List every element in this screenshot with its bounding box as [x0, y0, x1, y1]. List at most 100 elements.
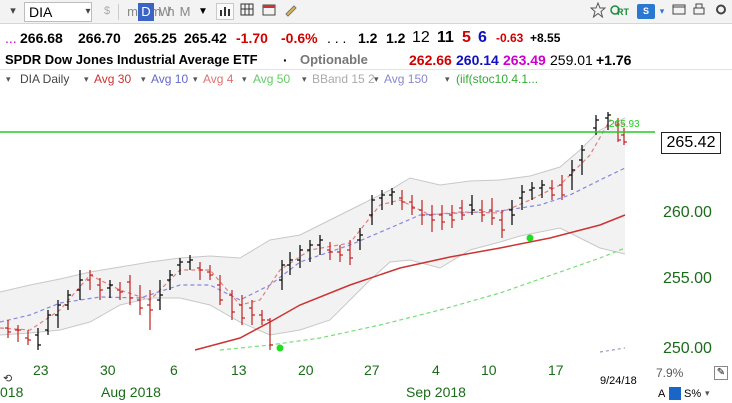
ohlc-bar: [297, 245, 303, 268]
legend-dropdown-icon[interactable]: ▾: [302, 74, 307, 84]
toolbar: ▾ DIA ▾ $ m 5m h D W M ▼ RT S ▾: [0, 0, 732, 24]
ohlc-bar: [65, 290, 71, 310]
ohlc-bar: [539, 180, 545, 198]
last-price-box: 265.42: [661, 132, 721, 154]
ohlc-bar: [529, 182, 535, 200]
refresh-icon[interactable]: ⟲: [3, 373, 13, 385]
ohlc-bar: [97, 278, 103, 300]
optionable-label: Optionable: [300, 52, 368, 67]
settings-icon[interactable]: [712, 2, 730, 21]
quote-row-name: SPDR Dow Jones Industrial Average ETF · …: [0, 50, 732, 70]
change-2: -0.63: [496, 31, 524, 45]
legend-dropdown-icon[interactable]: ▾: [445, 74, 450, 84]
print-icon[interactable]: [690, 2, 708, 21]
ohlc-bar: [187, 255, 193, 270]
count-5: 5: [462, 29, 471, 46]
edit-icon[interactable]: ✎: [714, 366, 728, 380]
ohlc-bar: [605, 112, 611, 130]
tab-timeframe-m[interactable]: m: [127, 4, 138, 19]
s-badge[interactable]: S: [637, 4, 655, 19]
quote-row-prices: ... 266.68 266.70 265.25 265.42 -1.70 -0…: [0, 28, 732, 48]
symbol-input[interactable]: DIA: [24, 2, 92, 22]
bollinger-band-area: [0, 118, 625, 335]
dropdown-icon[interactable]: ▾: [10, 5, 16, 17]
value-3: 263.49: [503, 52, 546, 68]
legend-item-avg4[interactable]: Avg 4: [203, 72, 234, 86]
signal-dot: [526, 234, 534, 242]
ohlc-bar: [177, 258, 183, 275]
legend-dropdown-icon[interactable]: ▾: [84, 74, 89, 84]
y-tick-260: 260.00: [663, 204, 712, 221]
tab-timeframe-d[interactable]: D: [138, 3, 154, 21]
ohlc-bar: [337, 245, 343, 262]
x-tick-17: 17: [548, 362, 564, 378]
legend-dropdown-icon[interactable]: ▾: [374, 74, 379, 84]
scale-pct-button[interactable]: S%: [684, 388, 702, 400]
ohlc-bar: [267, 318, 273, 350]
bollinger-upper-line: [0, 117, 626, 293]
scale-a-button[interactable]: A: [658, 388, 666, 400]
count-11: 11: [437, 29, 454, 46]
bollinger-lower-line: [0, 227, 626, 336]
value-1: 262.66: [409, 52, 452, 68]
count-12: 12: [412, 29, 430, 46]
s-dropdown-icon[interactable]: ▾: [659, 6, 665, 16]
price-chart[interactable]: [0, 90, 732, 403]
legend-item-bband[interactable]: BBand 15 2: [312, 72, 375, 86]
avg10-line: [0, 167, 626, 323]
legend-dropdown-icon[interactable]: ▾: [6, 74, 11, 84]
bars-icon[interactable]: [216, 3, 234, 20]
ohlc-bar: [479, 200, 485, 222]
rt-badge[interactable]: RT: [608, 2, 632, 21]
value-5: +1.76: [596, 52, 632, 68]
ohlc-bar: [167, 270, 173, 290]
x-tick-aug: Aug 2018: [101, 384, 161, 400]
legend-item-stoc[interactable]: (iif(stoc10.4.1...: [456, 72, 539, 86]
ohlc-bar: [55, 300, 61, 328]
ohlc-bar: [87, 270, 93, 290]
tab-timeframe-w[interactable]: W: [158, 4, 172, 19]
ohlc-bar: [35, 328, 41, 350]
legend-dropdown-icon[interactable]: ▾: [193, 74, 198, 84]
x-tick-20: 20: [298, 362, 314, 378]
x-tick-4: 4: [432, 362, 440, 378]
ohlc-bar: [489, 198, 495, 225]
scale-dropdown-icon[interactable]: ▾: [705, 388, 710, 398]
legend-item-avg10[interactable]: Avg 10: [151, 72, 189, 86]
star-icon[interactable]: [589, 1, 607, 21]
ohlc-bar: [409, 195, 415, 215]
grid-icon[interactable]: [238, 2, 256, 21]
x-tick-10: 10: [481, 362, 497, 378]
window-icon[interactable]: [670, 2, 688, 21]
indicator-legend: ▾ DIA Daily ▾ Avg 30 ▾ Avg 10 ▾ Avg 4 ▾ …: [0, 69, 732, 89]
ohlc-bar: [419, 200, 425, 225]
tab-timeframe-h[interactable]: h: [167, 4, 175, 19]
rt-badge-label: RT: [617, 7, 629, 17]
percent-label: 7.9%: [656, 366, 684, 380]
legend-item-avg30[interactable]: Avg 30: [94, 72, 132, 86]
pencil-icon[interactable]: [282, 2, 300, 21]
ohlc-bar: [469, 195, 475, 215]
legend-dropdown-icon[interactable]: ▾: [141, 74, 146, 84]
ratio-value: 1.2: [358, 30, 378, 46]
ohlc-bar: [369, 195, 375, 225]
change-pct: -0.6%: [281, 30, 318, 46]
chevron-down-icon[interactable]: ▾: [85, 6, 91, 17]
calendar-icon[interactable]: [260, 2, 278, 21]
ohlc-bar: [137, 285, 143, 315]
ohlc-bar: [287, 252, 293, 275]
ohlc-bar: [439, 205, 445, 230]
legend-item-avg50[interactable]: Avg 50: [253, 72, 291, 86]
legend-item-dia-daily[interactable]: DIA Daily: [20, 72, 70, 86]
bottom-date: 9/24/18: [600, 375, 637, 387]
legend-item-avg150[interactable]: Avg 150: [384, 72, 428, 86]
ohlc-bar: [357, 228, 363, 250]
legend-dropdown-icon[interactable]: ▾: [242, 74, 247, 84]
y-tick-250: 250.00: [663, 340, 712, 357]
tab-timeframe-mo[interactable]: M: [179, 4, 191, 19]
timeframe-dropdown-icon[interactable]: ▼: [198, 6, 208, 17]
x-tick-27: 27: [364, 362, 380, 378]
scale-toggle-icon[interactable]: [669, 387, 681, 400]
high-value: 266.70: [78, 30, 121, 46]
ohlc-bar: [279, 260, 285, 290]
